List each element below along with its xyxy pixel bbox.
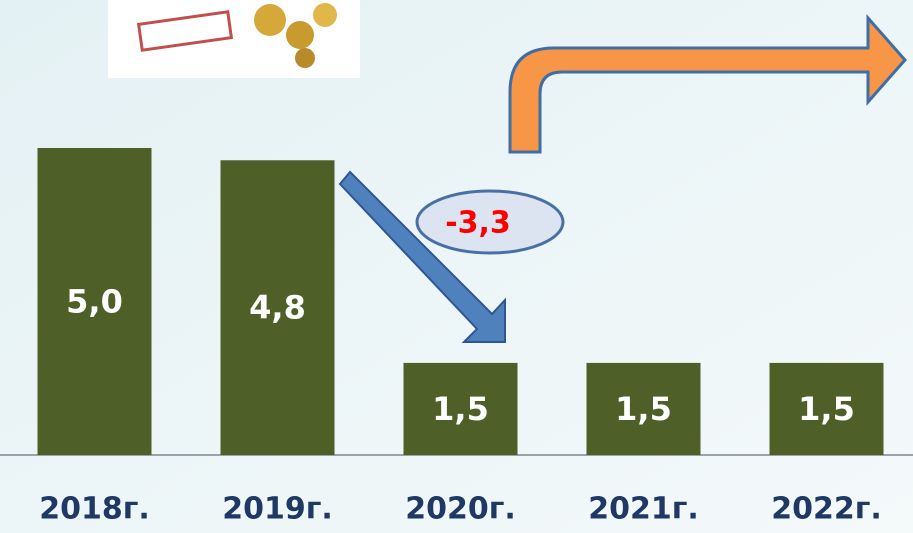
x-tick-label: 2020г. — [405, 492, 516, 527]
picture — [108, 0, 360, 78]
value-label: 1,5 — [798, 390, 855, 428]
value-label: 1,5 — [615, 390, 672, 428]
x-tick-label: 2021г. — [588, 492, 699, 527]
x-tick-label: 2018г. — [39, 492, 150, 527]
value-label: 4,8 — [249, 289, 306, 327]
value-label: 1,5 — [432, 390, 489, 428]
annotation: -3,3 — [445, 206, 511, 241]
chart: 5,0 2018г. 4,8 2019г. 1,5 2020г. 1,5 2021г. 1,5 2… — [0, 0, 913, 533]
page: {"chart_data": {"type": "bar", "categori… — [0, 0, 913, 533]
x-tick-label: 2019г. — [222, 492, 333, 527]
x-tick-label: 2022г. — [771, 492, 882, 527]
value-label: 5,0 — [66, 283, 123, 321]
